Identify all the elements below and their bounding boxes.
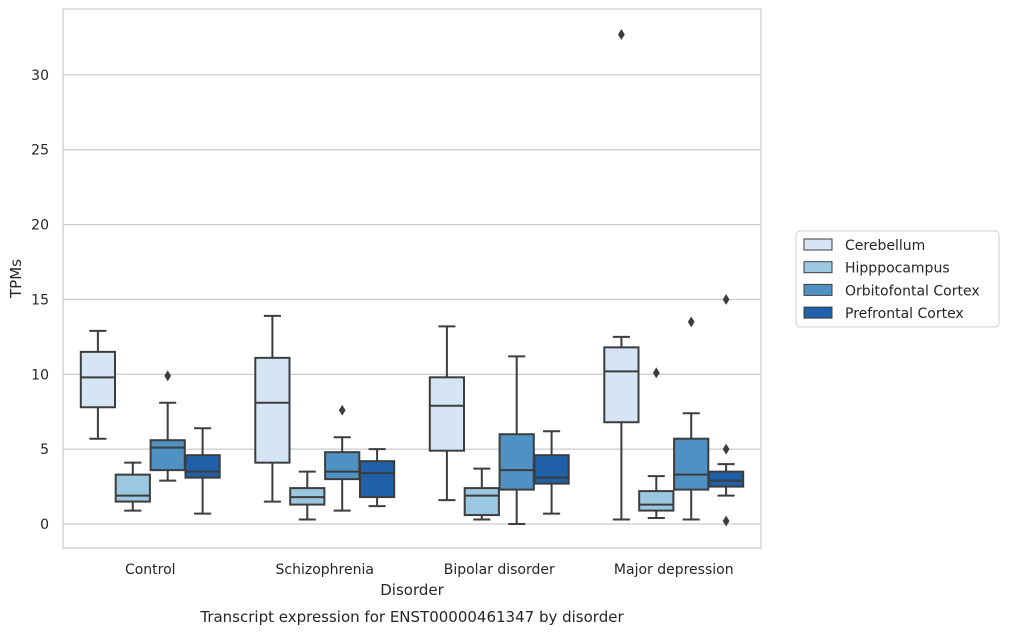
x-axis-label: Disorder [380, 581, 444, 599]
box-hipppocampus [463, 467, 500, 521]
box-hipppocampus [638, 367, 675, 520]
box-hipppocampus [114, 461, 151, 512]
plot-frame [62, 8, 762, 549]
y-tick-label: 30 [31, 68, 49, 84]
box-prefrontal-cortex [533, 430, 570, 515]
y-tick-labels: 0 5 10 15 20 25 30 [31, 68, 49, 533]
y-tick-label: 0 [40, 517, 49, 533]
outlier-point [652, 367, 660, 379]
box-iqr [603, 346, 640, 424]
x-tick-labels: Control Schizophrenia Bipolar disorder Majo… [125, 562, 734, 578]
outlier-point [618, 29, 625, 40]
box-iqr [324, 451, 361, 481]
box-cerebellum [254, 314, 291, 503]
box-iqr [254, 356, 291, 464]
x-tick-label: Schizophrenia [276, 562, 374, 578]
box-plots [79, 29, 745, 527]
outlier-point [164, 370, 172, 382]
outlier-point [722, 443, 730, 455]
legend-label: Cerebellum [845, 238, 925, 254]
box-cerebellum [79, 329, 117, 440]
box-iqr [184, 454, 221, 479]
box-iqr [428, 376, 466, 452]
outlier-point [722, 515, 730, 527]
x-tick-label: Major depression [614, 562, 734, 578]
box-iqr [79, 350, 117, 409]
legend-frame [795, 230, 1000, 328]
y-tick-label: 25 [31, 143, 49, 159]
legend-label: Orbitofontal Cortex [845, 283, 980, 299]
box-iqr [638, 490, 675, 512]
box-iqr [358, 460, 396, 499]
box-cerebellum [603, 29, 640, 521]
outlier-point [687, 316, 695, 328]
y-tick-label: 10 [31, 367, 49, 383]
box-iqr [707, 470, 745, 488]
y-axis-label: TPMs [7, 259, 25, 299]
box-iqr [498, 433, 535, 491]
legend-label: Prefrontal Cortex [845, 306, 964, 322]
box-prefrontal-cortex [707, 294, 745, 527]
y-tick-label: 15 [31, 292, 49, 308]
box-iqr [673, 437, 710, 491]
legend-swatch [803, 261, 833, 274]
legend: Cerebellum Hipppocampus Orbitofontal Corte… [795, 230, 1000, 328]
box-prefrontal-cortex [184, 427, 221, 515]
x-tick-label: Bipolar disorder [444, 562, 555, 578]
chart-caption: Transcript expression for ENST0000046134… [199, 608, 624, 626]
y-tick-label: 5 [40, 442, 49, 458]
legend-label: Hipppocampus [845, 261, 950, 277]
box-iqr [463, 487, 500, 517]
box-iqr [149, 439, 186, 472]
legend-swatch [803, 238, 833, 251]
outlier-point [338, 404, 346, 416]
box-orbitofontal-cortex [673, 316, 710, 521]
x-tick-label: Control [125, 562, 176, 578]
box-orbitofontal-cortex [324, 404, 361, 512]
box-orbitofontal-cortex [498, 355, 535, 526]
box-cerebellum [428, 325, 466, 502]
box-hipppocampus [289, 470, 326, 521]
box-orbitofontal-cortex [149, 370, 186, 482]
legend-swatch [803, 306, 833, 319]
box-iqr [114, 473, 151, 503]
box-prefrontal-cortex [358, 448, 396, 508]
legend-swatch [803, 283, 833, 296]
outlier-point [722, 294, 730, 305]
box-iqr [533, 454, 570, 485]
y-tick-label: 20 [31, 218, 49, 234]
